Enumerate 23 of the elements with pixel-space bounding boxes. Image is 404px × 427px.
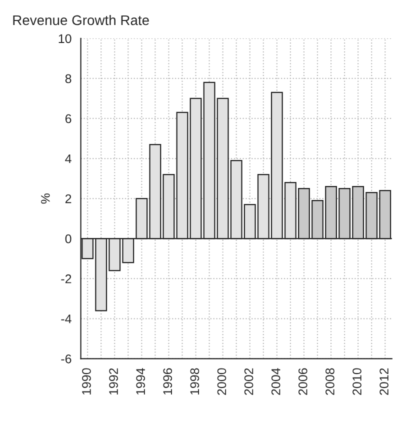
- y-tick-label: 2: [65, 194, 72, 204]
- x-tick-label: 2002: [244, 368, 254, 395]
- x-tick-label: 1994: [136, 368, 146, 395]
- y-tick-label: 6: [65, 114, 72, 124]
- x-tick-label: 2012: [380, 368, 388, 395]
- y-tick-label: 8: [65, 74, 72, 84]
- x-tick-label: 1998: [190, 368, 200, 395]
- y-tick-label: -6: [61, 354, 72, 364]
- x-tick-label: 2008: [326, 368, 334, 395]
- x-tick-label: 2006: [298, 368, 308, 395]
- y-axis-title: %: [41, 193, 50, 204]
- chart-title: Revenue Growth Rate: [13, 14, 149, 26]
- y-tick-label: -4: [61, 314, 72, 324]
- x-tick-label: 2010: [352, 368, 362, 395]
- y-tick-label: -2: [61, 274, 72, 284]
- x-tick-label: 1990: [82, 368, 91, 395]
- x-tick-label: 1996: [163, 368, 172, 395]
- x-tick-label: 2000: [217, 368, 226, 395]
- y-tick-label: 0: [65, 234, 72, 244]
- x-tick-label: 1992: [109, 368, 118, 395]
- x-tick-label: 2004: [271, 368, 280, 395]
- y-tick-label: 4: [65, 154, 72, 164]
- y-tick-label: 10: [58, 34, 72, 44]
